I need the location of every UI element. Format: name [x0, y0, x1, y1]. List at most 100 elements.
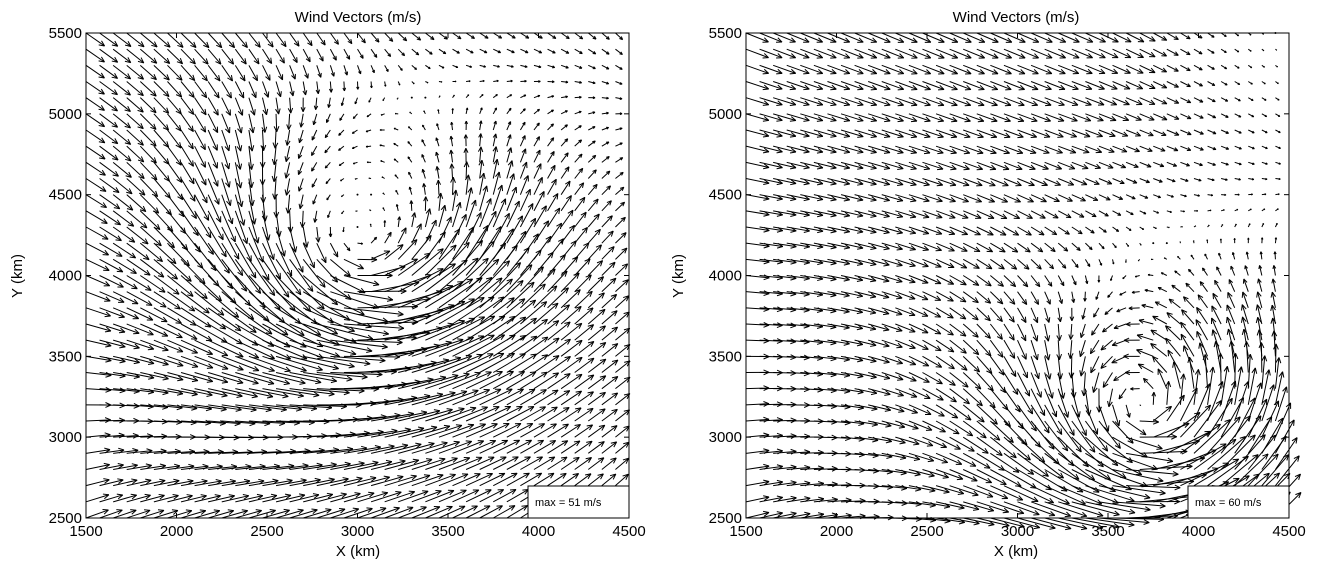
left-wind-vector — [357, 507, 387, 519]
left-wind-vector — [547, 207, 561, 228]
left-wind-vector — [153, 97, 170, 114]
left-wind-vector — [207, 355, 244, 371]
right-wind-vector — [1044, 258, 1055, 270]
left-wind-vector — [357, 475, 390, 487]
right-wind-vector — [813, 64, 837, 75]
right-y-tick-label: 5000 — [709, 106, 742, 123]
left-wind-vector — [370, 65, 375, 74]
right-wind-vector — [1017, 291, 1028, 305]
right-wind-vector — [1112, 469, 1164, 483]
left-chart: Wind Vectors (m/s) 1500 2000 2500 3000 3500 4… — [9, 9, 646, 560]
left-wind-vector — [395, 189, 399, 195]
right-wind-vector — [1097, 275, 1101, 283]
left-wind-vector — [343, 242, 351, 252]
left-wind-vector — [533, 149, 541, 163]
left-wind-vector — [85, 323, 112, 333]
left-wind-vector — [437, 109, 440, 114]
left-wind-vector — [601, 215, 613, 228]
left-wind-vector — [547, 95, 555, 99]
left-wind-vector — [329, 65, 335, 77]
left-wind-vector — [324, 162, 331, 169]
left-wind-vector — [85, 307, 111, 318]
right-wind-vector — [1166, 32, 1179, 41]
left-wind-vector — [615, 201, 626, 212]
left-wind-vector — [261, 113, 268, 133]
left-wind-vector — [126, 355, 155, 365]
left-wind-vector — [520, 389, 547, 406]
right-wind-vector — [1139, 210, 1147, 215]
left-wind-vector — [298, 129, 304, 144]
left-wind-vector — [601, 141, 610, 147]
left-wind-vector — [615, 157, 624, 163]
left-wind-vector — [167, 145, 182, 166]
left-wind-vector — [221, 210, 236, 243]
right-wind-vector — [935, 436, 961, 450]
right-wind-vector — [1139, 129, 1154, 137]
left-wind-vector — [286, 113, 292, 130]
left-wind-vector — [234, 113, 243, 134]
left-wind-vector — [479, 388, 513, 406]
right-wind-vector — [1098, 210, 1109, 217]
right-wind-vector — [1261, 48, 1265, 52]
left-wind-vector — [408, 171, 413, 179]
left-wind-vector — [492, 262, 522, 293]
left-wind-vector — [506, 32, 516, 39]
left-wind-vector — [438, 95, 441, 98]
right-wind-vector — [908, 48, 932, 59]
right-wind-vector — [976, 32, 999, 43]
left-wind-vector — [325, 113, 331, 123]
right-wind-vector — [840, 97, 864, 107]
right-wind-vector — [1193, 369, 1201, 405]
left-wind-vector — [85, 226, 109, 240]
right-wind-vector — [1221, 178, 1228, 181]
right-wind-vector — [1139, 194, 1149, 199]
right-wind-vector — [1199, 281, 1208, 292]
left-wind-vector — [85, 462, 110, 470]
left-wind-vector — [574, 48, 583, 55]
left-wind-vector — [85, 417, 111, 423]
left-wind-vector — [587, 391, 606, 406]
left-wind-vector — [167, 129, 182, 149]
right-wind-vector — [1112, 178, 1125, 185]
left-wind-vector — [194, 129, 206, 151]
right-wind-vector — [1044, 340, 1051, 361]
right-wind-vector — [1166, 81, 1179, 88]
right-y-tick-label: 2500 — [709, 510, 742, 527]
left-wind-vector — [587, 228, 601, 244]
right-y-tick-label: 4500 — [709, 187, 742, 204]
left-wind-vector — [411, 473, 444, 487]
left-wind-vector — [587, 358, 607, 373]
right-wind-vector — [1044, 323, 1051, 342]
right-wind-vector — [867, 32, 891, 43]
right-wind-vector — [868, 81, 891, 91]
right-wind-vector — [854, 48, 878, 59]
left-y-tick-label: 3000 — [49, 429, 82, 446]
left-wind-vector — [547, 321, 571, 341]
left-wind-vector — [423, 196, 429, 211]
left-wind-vector — [450, 121, 454, 131]
left-wind-vector — [207, 339, 244, 358]
right-wind-vector — [1098, 178, 1113, 185]
left-wind-vector — [384, 490, 416, 503]
left-wind-vector — [275, 81, 282, 98]
right-wind-vector — [1030, 404, 1050, 434]
left-wind-vector — [180, 113, 194, 133]
left-wind-vector — [112, 323, 140, 335]
left-wind-vector — [587, 140, 596, 147]
left-wind-vector — [113, 355, 140, 365]
left-wind-vector — [506, 281, 535, 309]
right-wind-vector — [1193, 81, 1203, 87]
left-wind-vector — [547, 456, 568, 470]
right-wind-vector — [1084, 275, 1089, 285]
right-wind-vector — [1234, 81, 1241, 86]
left-wind-vector — [601, 261, 616, 276]
right-wind-vector — [908, 64, 932, 75]
left-wind-vector — [299, 113, 304, 128]
left-wind-vector — [452, 389, 490, 406]
left-wind-vector — [140, 323, 169, 337]
left-wind-vector — [140, 509, 165, 519]
left-wind-vector — [207, 97, 219, 116]
right-wind-vector — [1204, 253, 1208, 260]
right-wind-vector — [1044, 275, 1053, 287]
right-wind-vector — [1275, 161, 1281, 165]
